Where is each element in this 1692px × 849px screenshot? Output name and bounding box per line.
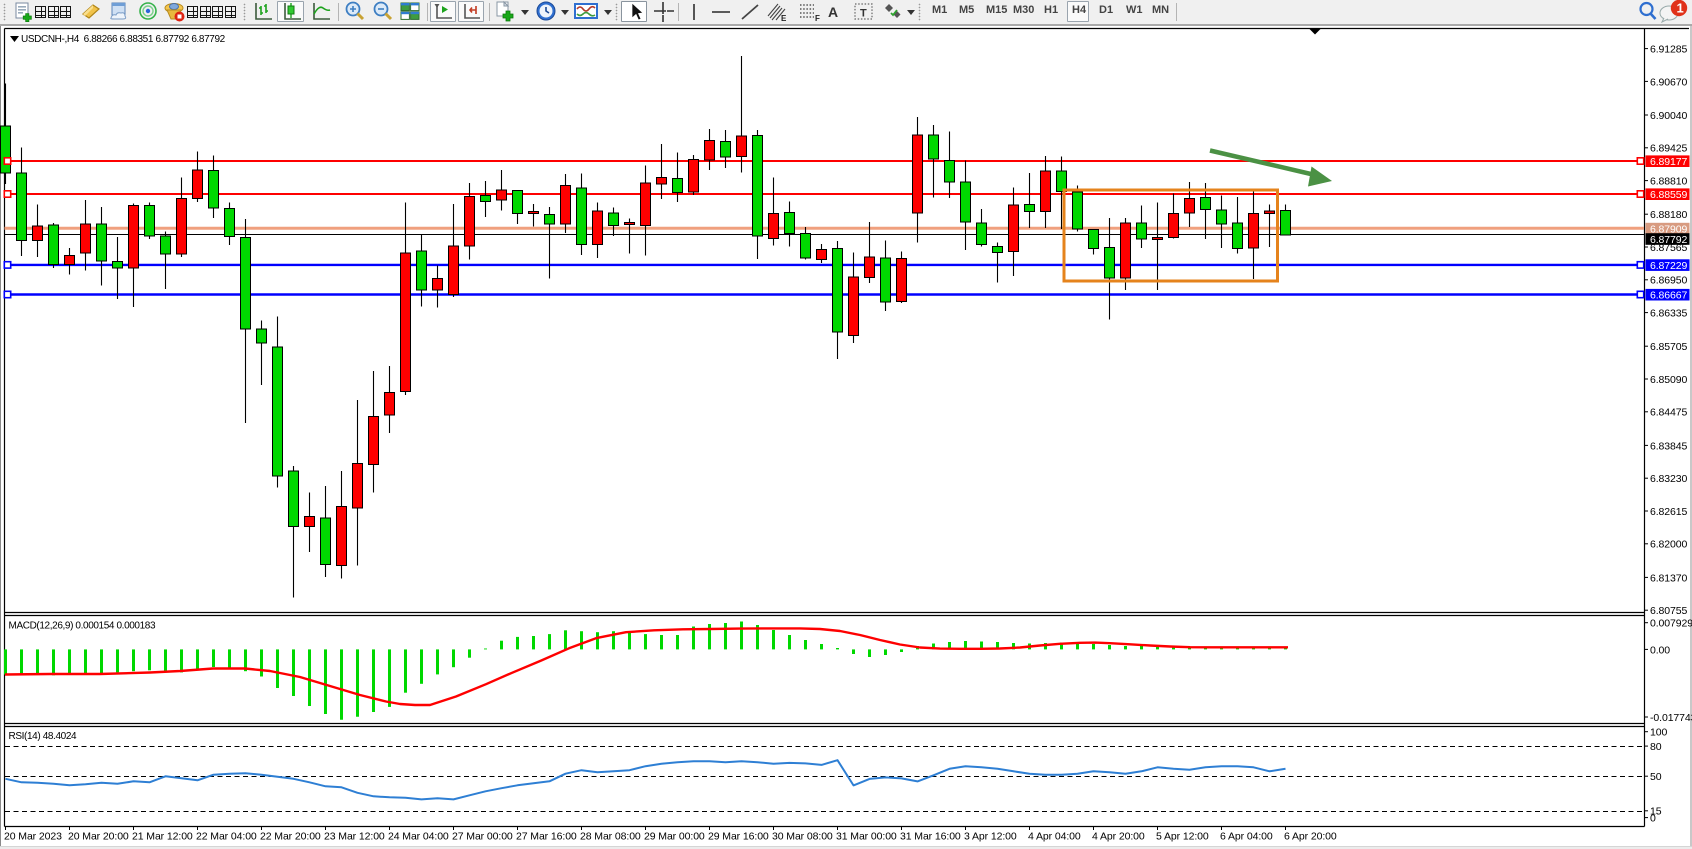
svg-text:31 Mar 16:00: 31 Mar 16:00 [900, 831, 961, 843]
svg-text:22 Mar 04:00: 22 Mar 04:00 [196, 831, 257, 843]
svg-text:80: 80 [1650, 741, 1662, 753]
svg-text:T: T [860, 8, 867, 20]
svg-text:4 Apr 20:00: 4 Apr 20:00 [1092, 831, 1145, 843]
svg-text:6.82000: 6.82000 [1650, 539, 1688, 551]
svg-text:6.88559: 6.88559 [1650, 189, 1688, 201]
svg-text:1: 1 [1677, 1, 1684, 16]
svg-text:29 Mar 00:00: 29 Mar 00:00 [644, 831, 705, 843]
svg-text:6.85705: 6.85705 [1650, 341, 1688, 353]
svg-text:F: F [815, 14, 820, 23]
svg-text:6.86950: 6.86950 [1650, 275, 1688, 287]
svg-text:20 Mar 2023: 20 Mar 2023 [4, 831, 62, 843]
svg-text:15: 15 [1650, 806, 1662, 818]
svg-text:100: 100 [1650, 727, 1667, 739]
svg-text:6.87909: 6.87909 [1650, 224, 1688, 236]
svg-text:USDCNH-,H4 6.88266 6.88351 6.: USDCNH-,H4 6.88266 6.88351 6.87792 6.877… [21, 34, 226, 45]
svg-text:6.88810: 6.88810 [1650, 176, 1688, 188]
svg-text:6.87565: 6.87565 [1650, 242, 1688, 254]
svg-text:0.007929: 0.007929 [1650, 618, 1692, 630]
svg-text:30 Mar 08:00: 30 Mar 08:00 [772, 831, 833, 843]
svg-text:6.90040: 6.90040 [1650, 110, 1688, 122]
svg-text:6.87229: 6.87229 [1650, 260, 1688, 272]
svg-text:50: 50 [1650, 771, 1662, 783]
svg-text:28 Mar 08:00: 28 Mar 08:00 [580, 831, 641, 843]
svg-text:6.83230: 6.83230 [1650, 473, 1688, 485]
svg-text:0.00: 0.00 [1650, 644, 1670, 656]
svg-text:6.84475: 6.84475 [1650, 407, 1688, 419]
svg-text:MACD(12,26,9) 0.000154 0.00018: MACD(12,26,9) 0.000154 0.000183 [9, 620, 156, 631]
svg-text:4 Apr 04:00: 4 Apr 04:00 [1028, 831, 1081, 843]
svg-text:21 Mar 12:00: 21 Mar 12:00 [132, 831, 193, 843]
svg-text:RSI(14) 48.4024: RSI(14) 48.4024 [9, 731, 77, 742]
svg-text:6.88180: 6.88180 [1650, 209, 1688, 221]
svg-text:6 Apr 04:00: 6 Apr 04:00 [1220, 831, 1273, 843]
svg-text:6.89425: 6.89425 [1650, 143, 1688, 155]
svg-text:6.80755: 6.80755 [1650, 605, 1688, 617]
svg-text:6.86667: 6.86667 [1650, 290, 1688, 302]
svg-text:6.81370: 6.81370 [1650, 572, 1688, 584]
svg-text:23 Mar 12:00: 23 Mar 12:00 [324, 831, 385, 843]
svg-text:5 Apr 12:00: 5 Apr 12:00 [1156, 831, 1209, 843]
svg-text:6.82615: 6.82615 [1650, 506, 1688, 518]
svg-text:27 Mar 00:00: 27 Mar 00:00 [452, 831, 513, 843]
svg-text:20 Mar 20:00: 20 Mar 20:00 [68, 831, 129, 843]
svg-text:27 Mar 16:00: 27 Mar 16:00 [516, 831, 577, 843]
svg-text:0: 0 [1650, 813, 1656, 825]
svg-text:-0.017743: -0.017743 [1650, 712, 1692, 724]
svg-text:6.91285: 6.91285 [1650, 44, 1688, 56]
svg-text:6.85090: 6.85090 [1650, 374, 1688, 386]
svg-text:6.86335: 6.86335 [1650, 308, 1688, 320]
svg-text:E: E [781, 14, 787, 23]
svg-text:31 Mar 00:00: 31 Mar 00:00 [836, 831, 897, 843]
svg-text:3 Apr 12:00: 3 Apr 12:00 [964, 831, 1017, 843]
svg-text:29 Mar 16:00: 29 Mar 16:00 [708, 831, 769, 843]
svg-text:6 Apr 20:00: 6 Apr 20:00 [1284, 831, 1337, 843]
svg-text:6.89177: 6.89177 [1650, 156, 1688, 168]
svg-text:6.90670: 6.90670 [1650, 76, 1688, 88]
svg-text:24 Mar 04:00: 24 Mar 04:00 [388, 831, 449, 843]
svg-text:6.83845: 6.83845 [1650, 440, 1688, 452]
svg-text:22 Mar 20:00: 22 Mar 20:00 [260, 831, 321, 843]
svg-text:6.87792: 6.87792 [1650, 234, 1688, 246]
